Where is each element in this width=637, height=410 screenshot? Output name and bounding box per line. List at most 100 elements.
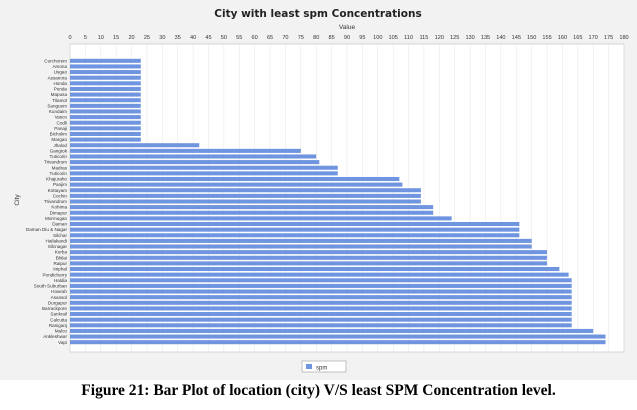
bar xyxy=(70,115,141,120)
bar xyxy=(70,171,338,176)
city-label: Raniganj xyxy=(49,323,67,328)
x-tick-label: 10 xyxy=(98,35,104,41)
bar xyxy=(70,317,572,322)
city-label: Honda xyxy=(53,81,67,86)
x-tick-label: 135 xyxy=(481,35,490,41)
x-tick-label: 0 xyxy=(68,35,71,41)
bar xyxy=(70,188,421,193)
bar xyxy=(70,250,548,255)
city-label: Panjim xyxy=(53,182,67,187)
city-labels: CurchoremAmonaUsgaoAssanoraHondaPondaMap… xyxy=(26,58,68,344)
bar xyxy=(70,92,141,97)
bar xyxy=(70,306,572,311)
city-label: Vasco xyxy=(55,115,68,120)
x-tick-label: 50 xyxy=(221,35,227,41)
legend-label: spm xyxy=(316,366,327,372)
x-tick-label: 180 xyxy=(619,35,628,41)
city-label: Tilamol xyxy=(52,98,67,103)
bar xyxy=(70,210,434,215)
x-tick-label: 145 xyxy=(512,35,521,41)
city-label: Howrah xyxy=(51,289,67,294)
x-tick-label: 95 xyxy=(359,35,365,41)
bar xyxy=(70,233,520,238)
city-label: Kundaim xyxy=(49,109,67,114)
bar xyxy=(70,98,141,103)
x-tick-label: 170 xyxy=(589,35,598,41)
city-label: Sanguem xyxy=(47,103,67,108)
city-label: Asansol xyxy=(51,295,67,300)
x-tick-label: 90 xyxy=(344,35,350,41)
city-label: Bicholim xyxy=(50,132,68,137)
x-tick-label: 40 xyxy=(190,35,196,41)
chart-frame: City with least spm Concentrations Value… xyxy=(0,0,637,399)
x-tick-label: 75 xyxy=(298,35,304,41)
bar xyxy=(70,103,141,108)
x-tick-label: 115 xyxy=(419,35,428,41)
city-label: Tuticorin xyxy=(50,154,68,159)
x-tick-label: 45 xyxy=(205,35,211,41)
city-label: Haldia xyxy=(54,278,67,283)
bar xyxy=(70,334,606,339)
bar xyxy=(70,261,548,266)
bar xyxy=(70,221,520,227)
legend-swatch xyxy=(306,364,312,369)
bar xyxy=(70,272,569,277)
city-label: Barrackpore xyxy=(42,306,67,311)
x-tick-label: 130 xyxy=(465,35,474,41)
x-tick-label: 35 xyxy=(175,35,181,41)
city-label: Usgao xyxy=(54,70,68,75)
city-label: Daman xyxy=(52,222,67,227)
bar xyxy=(70,64,141,69)
city-label: Calcutta xyxy=(50,317,67,322)
bar xyxy=(70,238,532,243)
x-tick-label: 80 xyxy=(313,35,319,41)
city-label: Tuticorin xyxy=(50,171,68,176)
bar xyxy=(70,312,572,317)
bar xyxy=(70,227,520,232)
bar xyxy=(70,278,572,283)
city-label: Trivandrum xyxy=(44,199,67,204)
bar xyxy=(70,148,301,153)
bar xyxy=(70,216,452,221)
bar xyxy=(70,81,141,86)
x-tick-label: 120 xyxy=(435,35,444,41)
x-tick-label: 110 xyxy=(404,35,413,41)
bar xyxy=(70,120,141,125)
bar xyxy=(70,300,572,305)
x-tick-label: 150 xyxy=(527,35,536,41)
bar xyxy=(70,193,421,198)
city-label: Ankleshwar xyxy=(43,334,67,339)
x-tick-label: 15 xyxy=(113,35,119,41)
x-tick-label: 175 xyxy=(604,35,613,41)
bar xyxy=(70,143,200,148)
bar xyxy=(70,109,141,114)
city-label: Assanora xyxy=(48,75,68,80)
bars xyxy=(70,58,606,345)
bar xyxy=(70,131,141,136)
city-label: Silcnagar xyxy=(48,244,68,249)
city-label: Daman Diu & Nagar xyxy=(26,227,68,232)
city-label: Sankrail xyxy=(50,312,67,317)
city-label: Mapusa xyxy=(51,92,68,97)
bar xyxy=(70,176,400,182)
city-label: Curchorem xyxy=(44,58,67,63)
bar xyxy=(70,165,338,170)
city-label: Bhilai xyxy=(56,255,67,260)
bar xyxy=(70,137,141,142)
city-label: Mormugao xyxy=(45,216,67,221)
city-label: Amona xyxy=(52,64,67,69)
x-tick-label: 155 xyxy=(542,35,551,41)
bar xyxy=(70,267,560,272)
x-tick-label: 25 xyxy=(144,35,150,41)
city-label: Durgapur xyxy=(48,300,68,305)
bar xyxy=(70,75,141,80)
city-label: Kohima xyxy=(51,205,67,210)
bar xyxy=(70,205,434,210)
city-label: Cochin xyxy=(53,193,68,198)
x-tick-label: 85 xyxy=(328,35,334,41)
city-label: Hailakandi xyxy=(46,238,67,243)
grid-lines xyxy=(69,44,625,352)
x-tick-label: 70 xyxy=(282,35,288,41)
bar xyxy=(70,58,141,63)
city-label: Margao xyxy=(51,137,67,142)
